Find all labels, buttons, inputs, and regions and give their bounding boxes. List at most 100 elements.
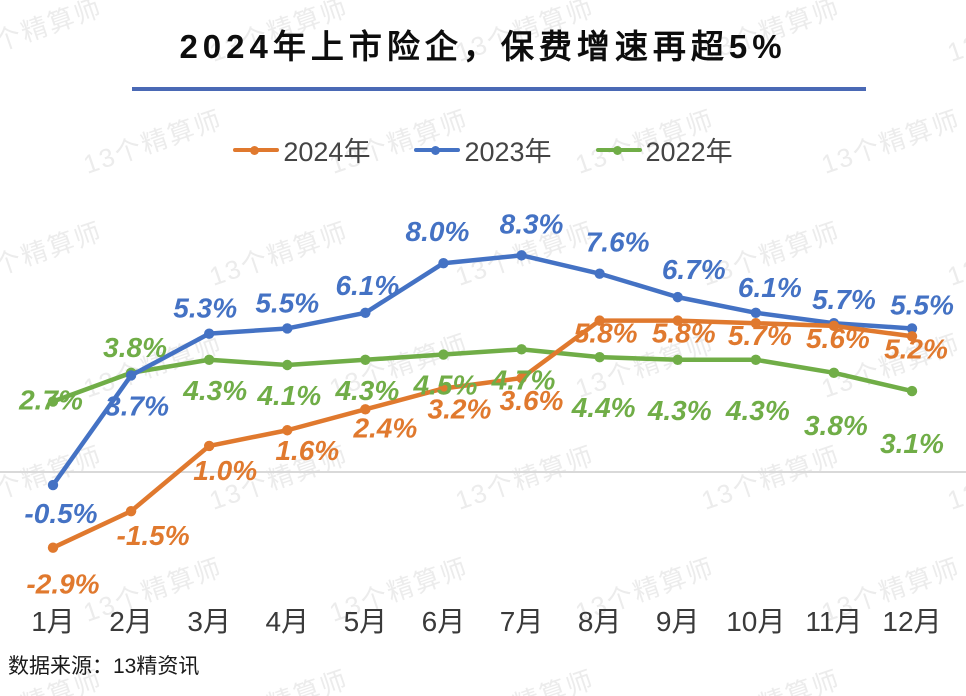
watermark-text: 13个精算师: [942, 659, 966, 696]
data-point[interactable]: [125, 370, 137, 381]
data-point[interactable]: [750, 307, 762, 318]
legend-item-label: 2022年: [645, 137, 733, 167]
data-source-note: 数据来源：13精资讯: [8, 655, 200, 678]
legend-item-label: 2024年: [283, 137, 371, 167]
data-label: 5.5%: [890, 289, 954, 320]
line-marker-icon: [595, 141, 642, 159]
data-point[interactable]: [360, 307, 371, 318]
data-label: 5.3%: [173, 293, 237, 324]
data-label: 5.6%: [806, 323, 870, 354]
data-point[interactable]: [47, 396, 59, 407]
data-point[interactable]: [906, 385, 918, 397]
chart-plot-area: 2.7% 3.8% 4.3% 4.1% 4.3% 4.5% 4.7% 4.4% 4.3% 4.3%…: [0, 208, 966, 600]
data-label: 4.3%: [647, 395, 712, 426]
data-label: -0.5%: [24, 498, 97, 529]
x-tick-12: 12月: [882, 606, 942, 637]
data-label: 4.3%: [334, 375, 399, 406]
data-label: 3.7%: [105, 390, 169, 421]
x-axis-tick-labels: 1月 2月 3月 4月 5月 6月 7月 8月 9月 10月 11月 12月: [0, 600, 966, 644]
legend-item-2022年[interactable]: 2022年: [595, 130, 733, 169]
line-marker-icon: [414, 141, 461, 159]
data-point[interactable]: [438, 258, 449, 269]
data-label: 2.7%: [18, 385, 83, 416]
series-line-2023年: [50, 253, 915, 488]
title-block: 2024年上市险企，保费增速再超5%: [0, 20, 966, 68]
data-label: 4.3%: [182, 375, 247, 406]
data-label: -1.5%: [117, 520, 190, 551]
data-point[interactable]: [282, 359, 293, 371]
data-point[interactable]: [438, 383, 449, 394]
x-tick-1: 1月: [31, 606, 75, 637]
data-point[interactable]: [828, 367, 840, 379]
data-point[interactable]: [672, 315, 683, 326]
data-label: 3.8%: [103, 332, 167, 363]
data-label: 5.5%: [255, 287, 319, 318]
data-point[interactable]: [282, 425, 293, 436]
data-point[interactable]: [672, 291, 683, 303]
data-point[interactable]: [750, 318, 762, 329]
data-label: 5.2%: [884, 333, 948, 364]
watermark-text: 13个精算师: [204, 659, 353, 696]
series-2024年: [47, 315, 918, 553]
data-label: 2.4%: [352, 412, 417, 443]
data-point[interactable]: [594, 351, 605, 363]
title-underline-rule: [132, 87, 866, 91]
chart-legend: 2024年 2023年 2022年: [0, 130, 966, 169]
x-tick-8: 8月: [577, 606, 622, 637]
x-tick-11: 11月: [805, 606, 863, 637]
data-label: 5.8%: [652, 318, 716, 349]
data-point[interactable]: [47, 542, 59, 553]
data-point[interactable]: [438, 349, 449, 360]
data-label: 6.1%: [738, 272, 802, 303]
legend-item-2024年[interactable]: 2024年: [233, 130, 370, 169]
legend-item-label: 2023年: [464, 137, 552, 167]
data-point[interactable]: [594, 315, 605, 326]
data-point[interactable]: [203, 440, 215, 452]
data-point[interactable]: [516, 250, 527, 261]
data-label: 1.6%: [275, 435, 339, 466]
data-label: 8.3%: [500, 208, 564, 239]
data-label: 5.8%: [574, 318, 638, 349]
data-point[interactable]: [516, 344, 527, 355]
data-point[interactable]: [47, 479, 59, 491]
x-tick-2: 2月: [109, 606, 153, 637]
data-point[interactable]: [906, 331, 918, 342]
watermark-text: 13个精算师: [696, 659, 845, 696]
watermark-text: 13个精算师: [450, 659, 599, 696]
data-point[interactable]: [828, 320, 840, 332]
data-label: 3.6%: [500, 385, 564, 416]
x-tick-4: 4月: [265, 606, 310, 637]
data-label: 6.7%: [662, 254, 726, 285]
data-label: 3.2%: [428, 393, 492, 424]
series-line-2022年: [50, 347, 915, 404]
data-label: 4.3%: [725, 395, 790, 426]
data-point[interactable]: [360, 354, 371, 365]
legend-item-2023年[interactable]: 2023年: [414, 130, 552, 169]
data-label: 4.5%: [413, 370, 478, 401]
data-label: 8.0%: [406, 216, 470, 247]
series-line-2024年: [50, 318, 915, 550]
data-point[interactable]: [203, 354, 215, 365]
data-point[interactable]: [672, 354, 683, 365]
x-tick-7: 7月: [499, 606, 544, 637]
x-tick-6: 6月: [421, 606, 466, 637]
data-point[interactable]: [594, 268, 605, 279]
data-point[interactable]: [282, 323, 293, 334]
data-point[interactable]: [750, 354, 762, 365]
data-point[interactable]: [516, 372, 527, 384]
x-tick-3: 3月: [187, 606, 231, 637]
data-label: 1.0%: [193, 455, 257, 486]
x-tick-5: 5月: [343, 606, 388, 637]
data-point[interactable]: [360, 404, 371, 415]
data-label: 4.7%: [491, 364, 556, 395]
x-tick-9: 9月: [655, 606, 700, 637]
data-point[interactable]: [906, 323, 918, 334]
line-marker-icon: [233, 141, 280, 159]
data-label: 4.4%: [571, 392, 636, 423]
data-label: 3.1%: [880, 428, 944, 459]
data-point[interactable]: [203, 328, 215, 339]
page-title: 2024年上市险企，保费增速再超5%: [179, 28, 787, 65]
chart-svg: 2.7% 3.8% 4.3% 4.1% 4.3% 4.5% 4.7% 4.4% 4.3% 4.3%…: [0, 208, 966, 600]
data-point[interactable]: [125, 505, 137, 517]
data-label: 5.7%: [812, 284, 876, 315]
